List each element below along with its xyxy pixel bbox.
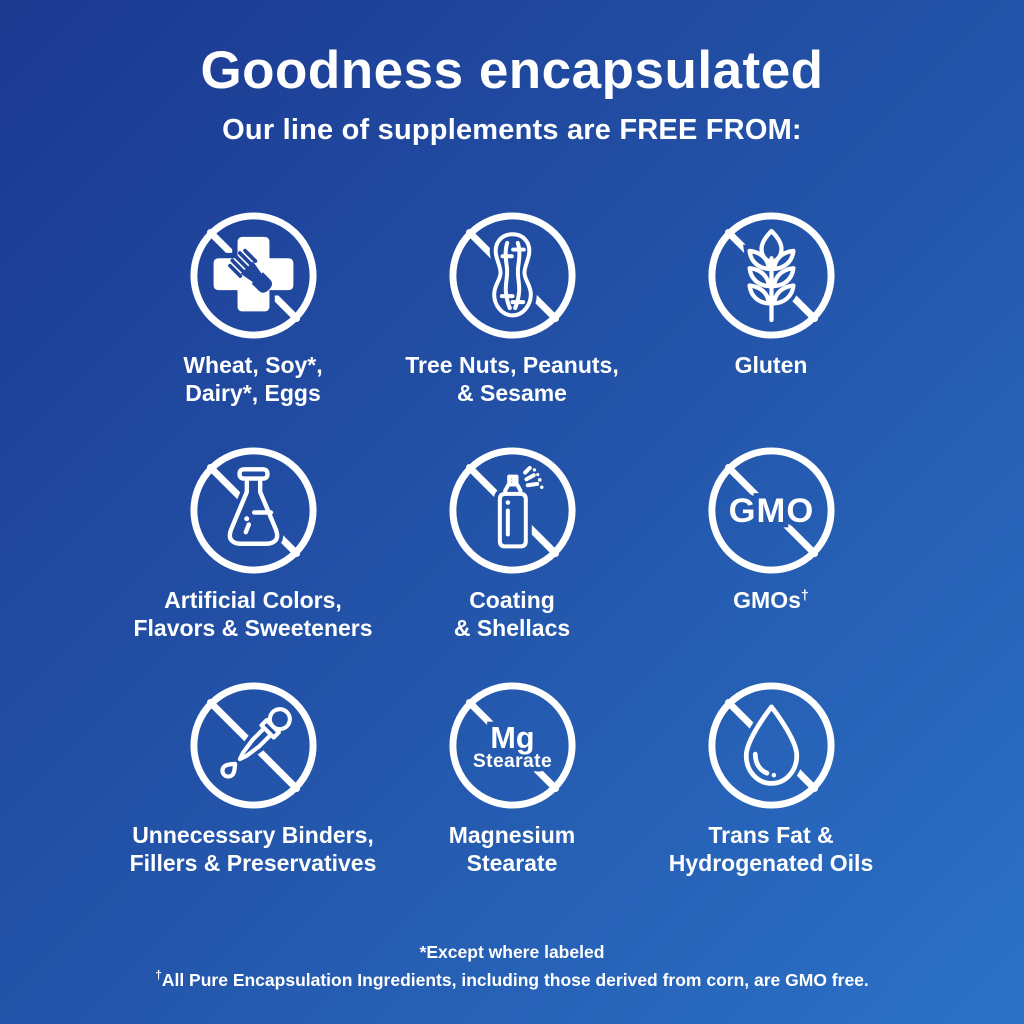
grid-item-gmos: GMO GMO GMOs† <box>642 444 901 679</box>
item-label: Magnesium Stearate <box>448 822 576 877</box>
no-gmo-icon: GMO GMO <box>705 444 838 577</box>
grid-item-trans-fat: Trans Fat & Hydrogenated Oils <box>642 679 901 914</box>
no-artificial-colors-icon <box>187 444 320 577</box>
grid-item-gluten: Gluten <box>642 209 901 444</box>
footnotes: *Except where labeled †All Pure Encapsul… <box>155 938 869 994</box>
dagger-symbol: † <box>155 968 162 983</box>
gmo-icon-text: GMO <box>728 492 814 530</box>
item-label: Tree Nuts, Peanuts, & Sesame <box>405 352 619 407</box>
page-title: Goodness encapsulated <box>200 41 824 100</box>
mg-sub-icon-text: Stearate <box>472 751 551 772</box>
no-trans-fat-icon <box>705 679 838 812</box>
item-label: Gluten <box>734 352 808 379</box>
no-wheat-soy-dairy-eggs-icon <box>187 209 320 342</box>
grid-item-coating-shellacs: Coating & Shellacs <box>383 444 642 679</box>
item-label: Wheat, Soy*, Dairy*, Eggs <box>183 352 323 407</box>
grid-item-tree-nuts-peanuts-sesame: Tree Nuts, Peanuts, & Sesame <box>383 209 642 444</box>
no-coating-shellacs-icon <box>446 444 579 577</box>
grid-item-magnesium-stearate: Mg Stearate Mg Stearate Magnesium Steara… <box>383 679 642 914</box>
no-binders-fillers-icon <box>187 679 320 812</box>
mg-icon-text: Mg <box>490 721 534 755</box>
footnote-gmo-free: †All Pure Encapsulation Ingredients, inc… <box>155 968 869 991</box>
no-tree-nuts-peanuts-sesame-icon <box>446 209 579 342</box>
no-gluten-icon <box>705 209 838 342</box>
item-label: GMOs† <box>733 587 809 614</box>
grid-item-artificial-colors: Artificial Colors, Flavors & Sweeteners <box>124 444 383 679</box>
free-from-grid: Wheat, Soy*, Dairy*, Eggs <box>124 209 901 914</box>
no-magnesium-stearate-icon: Mg Stearate Mg Stearate <box>446 679 579 812</box>
item-label: Trans Fat & Hydrogenated Oils <box>668 822 874 877</box>
page-subtitle: Our line of supplements are FREE FROM: <box>222 114 802 147</box>
grid-item-unnecessary-binders: Unnecessary Binders, Fillers & Preservat… <box>124 679 383 914</box>
item-label: Unnecessary Binders, Fillers & Preservat… <box>129 822 377 877</box>
item-label: Artificial Colors, Flavors & Sweeteners <box>133 587 373 642</box>
footnote-except-where-labeled: *Except where labeled <box>419 942 605 963</box>
item-label: Coating & Shellacs <box>453 587 571 642</box>
grid-item-wheat-soy-dairy-eggs: Wheat, Soy*, Dairy*, Eggs <box>124 209 383 444</box>
header: Goodness encapsulated Our line of supple… <box>200 41 824 147</box>
dagger-symbol: † <box>800 587 809 604</box>
